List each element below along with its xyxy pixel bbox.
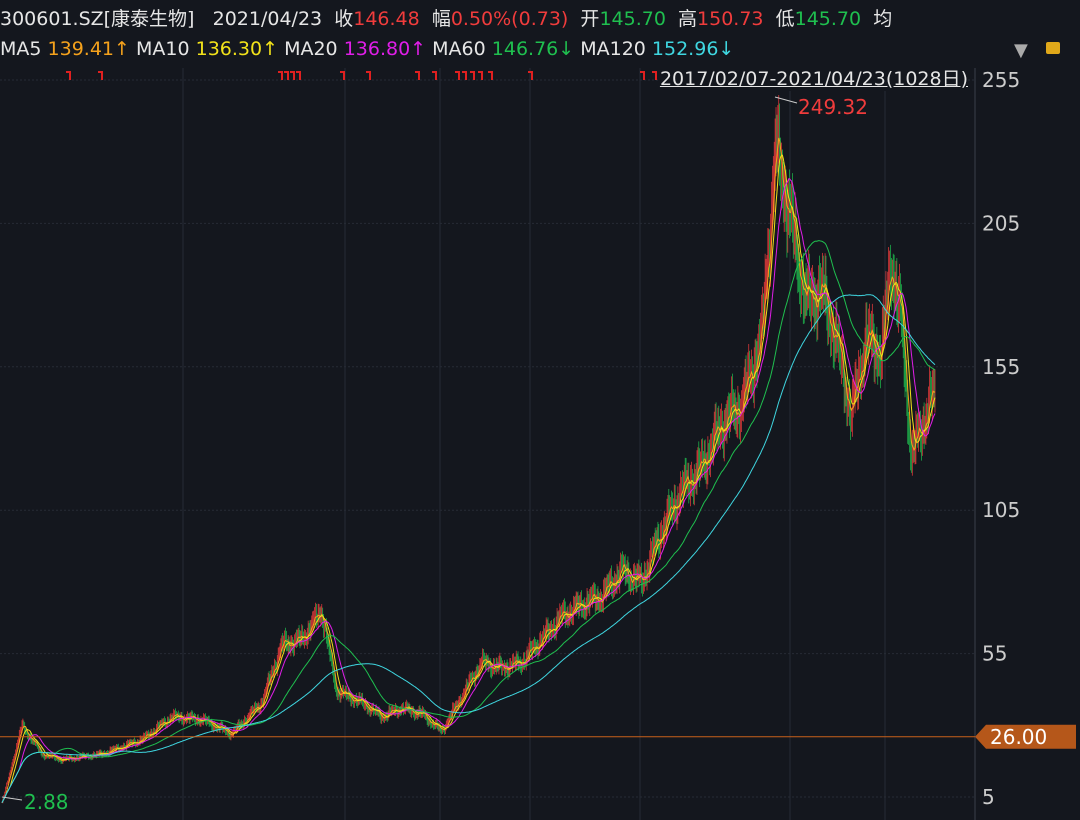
ma-legend: MA5 139.41↑ MA10 136.30↑ MA20 136.80↑ MA… [0, 38, 734, 60]
max-arrow-icon [774, 96, 798, 104]
date-range-selector[interactable]: 2017/02/07-2021/04/23(1028日) [659, 64, 968, 91]
high-label: 高 [678, 8, 698, 30]
event-marker[interactable] [652, 71, 657, 80]
y-tick-label: 55 [982, 642, 1007, 666]
ma5-label: MA5 [0, 38, 42, 60]
stock-code: 300601.SZ[康泰生物] [0, 8, 195, 30]
open-label: 开 [580, 8, 600, 30]
y-tick-label: 155 [982, 355, 1020, 379]
event-marker[interactable] [290, 71, 295, 80]
event-marker[interactable] [455, 71, 460, 80]
ma10-line [1, 154, 936, 803]
current-price-label: 26.00 [990, 725, 1047, 749]
low-label: 低 [775, 8, 795, 30]
event-marker[interactable] [640, 71, 645, 80]
event-marker[interactable] [296, 71, 301, 80]
avg-label: 均 [873, 8, 893, 30]
min-price-label: 2.88 [24, 790, 69, 814]
ma120-label: MA120 [580, 38, 646, 60]
event-marker[interactable] [415, 71, 420, 80]
event-marker[interactable] [478, 71, 483, 80]
event-marker[interactable] [488, 71, 493, 80]
ma60-value: 146.76↓ [491, 38, 575, 60]
ma20-line [1, 178, 936, 803]
y-tick-label: 255 [982, 68, 1020, 92]
min-arrow-icon [1, 796, 23, 801]
dropdown-triangle-icon[interactable]: ▼ [1014, 40, 1028, 61]
ma20-label: MA20 [284, 38, 338, 60]
event-marker[interactable] [432, 71, 437, 80]
event-marker[interactable] [340, 71, 345, 80]
event-marker[interactable] [528, 71, 533, 80]
max-price-label: 249.32 [798, 95, 868, 119]
close-label: 收 [334, 8, 354, 30]
ma20-value: 136.80↑ [343, 38, 427, 60]
event-marker[interactable] [98, 71, 103, 80]
current-price-tag [975, 724, 1076, 749]
ma5-value: 139.41↑ [47, 38, 130, 60]
ma60-line [1, 240, 936, 803]
close-value: 146.48 [353, 8, 420, 30]
ma60-label: MA60 [432, 38, 486, 60]
ma5-line [1, 137, 936, 803]
ma10-label: MA10 [135, 38, 190, 60]
quote-date: 2021/04/23 [212, 8, 323, 30]
event-marker[interactable] [278, 71, 283, 80]
open-value: 145.70 [599, 8, 666, 30]
low-value: 145.70 [794, 8, 862, 30]
ma120-line [1, 294, 936, 803]
high-value: 150.73 [697, 8, 764, 30]
y-tick-label: 5 [982, 785, 995, 809]
event-marker[interactable] [462, 71, 467, 80]
change-label: 幅 [431, 8, 451, 30]
y-tick-label: 105 [982, 498, 1020, 522]
change-value: 0.50%(0.73) [450, 8, 569, 30]
event-marker[interactable] [66, 71, 71, 80]
lock-icon[interactable] [1046, 42, 1060, 54]
ma120-value: 152.96↓ [651, 38, 735, 60]
ma10-value: 136.30↑ [195, 38, 279, 60]
event-marker[interactable] [470, 71, 475, 80]
y-tick-label: 205 [982, 211, 1020, 235]
quote-header: 300601.SZ[康泰生物] 2021/04/23 收146.48 幅0.50… [0, 4, 892, 31]
event-marker[interactable] [366, 71, 371, 80]
event-marker[interactable] [284, 71, 289, 80]
